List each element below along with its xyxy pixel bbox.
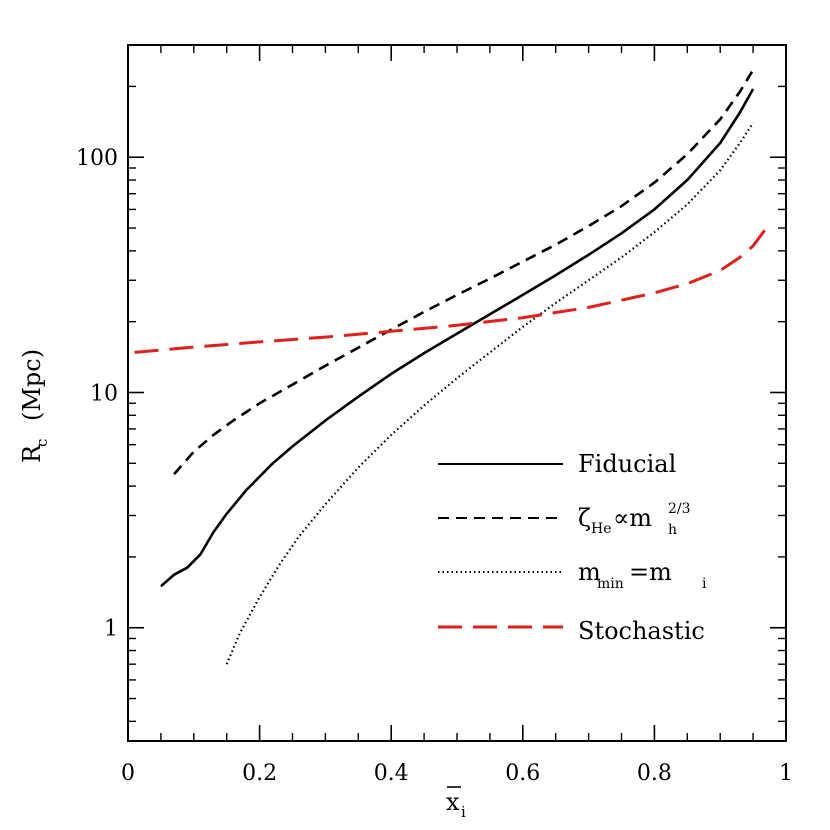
legend-mmin-i-subscript: i: [702, 576, 707, 592]
y-axis-title-symbol: R: [18, 444, 46, 463]
series-line-1: [173, 69, 755, 475]
x-axis-title-subscript: i: [461, 803, 466, 821]
x-tick-label: 0.4: [374, 761, 409, 786]
tick-labels: 0 0.2 0.4 0.6 0.8 1 1 10 100: [76, 146, 793, 786]
series-line-0: [160, 88, 755, 588]
x-tick-label: 0.8: [637, 761, 672, 786]
legend-mmin-equals: =m: [629, 558, 672, 586]
legend-label-mmin: m min =m i: [578, 558, 707, 592]
y-tick-label: 100: [76, 146, 118, 171]
x-tick-label: 0: [121, 761, 135, 786]
legend-zeta-relation: ∝m: [613, 504, 652, 532]
legend-mmin-subscript: min: [597, 576, 624, 592]
x-tick-label: 0.6: [505, 761, 540, 786]
ticks-layer: [127, 45, 787, 741]
legend-mmin-m: m: [578, 558, 601, 586]
y-axis-title-subscript: c: [33, 439, 51, 447]
legend: Fiducial ζ He ∝m h 2/3 m min =m i Stocha…: [438, 450, 707, 645]
x-tick-label: 1: [779, 761, 793, 786]
y-tick-label: 10: [90, 381, 118, 406]
legend-zeta-symbol: ζ: [578, 504, 591, 532]
x-axis-title-symbol: x: [446, 788, 460, 816]
x-axis-title: x i: [446, 786, 466, 821]
y-axis-title-unit: (Mpc): [18, 349, 46, 421]
plot-frame: [127, 44, 787, 742]
y-tick-label: 1: [104, 617, 118, 642]
legend-zeta-m-superscript: 2/3: [668, 501, 691, 517]
legend-zeta-m-subscript: h: [668, 522, 677, 538]
series-line-3: [134, 227, 768, 354]
x-tick-label: 0.2: [242, 761, 277, 786]
y-axis-title: R c (Mpc): [18, 349, 51, 463]
series-line-2: [225, 122, 755, 665]
legend-zeta-subscript: He: [591, 521, 612, 537]
legend-label-stochastic: Stochastic: [578, 617, 705, 645]
legend-label-fiducial: Fiducial: [578, 450, 676, 478]
legend-label-zeta: ζ He ∝m h 2/3: [578, 501, 691, 538]
series-layer: [134, 69, 768, 665]
